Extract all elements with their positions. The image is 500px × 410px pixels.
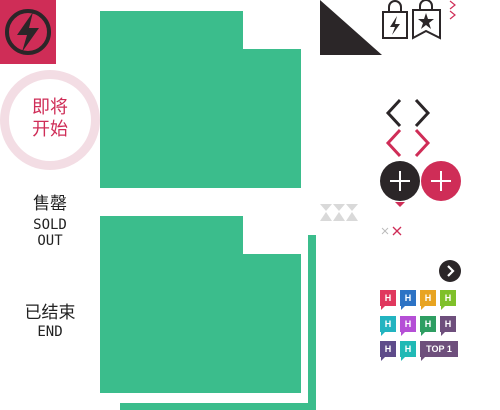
flash-sale-badge [0, 0, 56, 64]
lightning-icon [5, 9, 51, 55]
triangle-pattern [320, 204, 358, 221]
quote-icon: ” [259, 0, 301, 79]
hot-tag: H [440, 290, 456, 306]
chevron-right-circle-icon[interactable] [439, 260, 461, 282]
plus-icon [390, 171, 410, 191]
hot-tag: H [400, 316, 416, 332]
quote-icon: ” [259, 199, 301, 284]
upcoming-label: 即将 开始 [32, 97, 68, 140]
ended-cn-label: 已结束 [24, 303, 76, 323]
hot-tag: H [380, 341, 396, 357]
chevron-right-icon[interactable] [412, 98, 432, 160]
chevron-left-icon[interactable] [384, 98, 404, 160]
sold-out-en-label: SOLD OUT [33, 217, 67, 249]
ended-en-label: END [37, 324, 63, 340]
plus-icon [431, 171, 451, 191]
chevron-right-icon[interactable] [448, 0, 458, 20]
top-rank-tag: TOP 1 [420, 341, 458, 357]
quote-card-bottom: ” [100, 206, 303, 393]
upcoming-badge: 即将 开始 [0, 70, 100, 170]
bag-lightning-icon [382, 0, 408, 39]
add-button-dark[interactable] [379, 160, 421, 208]
hot-tag: H [420, 316, 436, 332]
hot-tag: H [400, 341, 416, 357]
close-icon[interactable] [381, 226, 403, 236]
corner-triangle [320, 0, 382, 55]
hot-tag: H [400, 290, 416, 306]
tag-grid: H H H H H H H H H H TOP 1 [380, 290, 470, 361]
sold-out-cn-label: 售罄 [33, 194, 67, 214]
hot-tag: H [380, 316, 396, 332]
hot-tag: H [440, 316, 456, 332]
quote-card-top: ” [100, 1, 303, 188]
add-button-red[interactable] [420, 160, 462, 202]
bag-star-icon [412, 0, 441, 40]
hot-tag: H [380, 290, 396, 306]
hot-tag: H [420, 290, 436, 306]
